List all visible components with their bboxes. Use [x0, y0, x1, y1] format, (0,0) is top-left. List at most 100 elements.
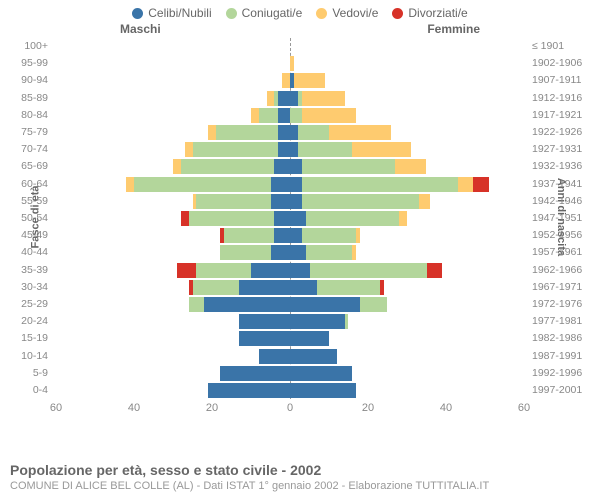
- male-bar: [282, 73, 290, 88]
- bar-segment: [298, 125, 329, 140]
- bar-segment: [259, 349, 290, 364]
- bar-segment: [134, 177, 271, 192]
- bar-segment: [427, 263, 443, 278]
- male-bar: [259, 349, 290, 364]
- bar-segment: [290, 280, 317, 295]
- bar-segment: [259, 108, 279, 123]
- bar-segment: [208, 125, 216, 140]
- bar-segment: [193, 280, 240, 295]
- bar-segment: [290, 159, 302, 174]
- age-label: 85-89: [8, 90, 48, 107]
- bar-segment: [267, 91, 275, 106]
- age-row: 0-41997-2001: [56, 382, 524, 399]
- chart-subtitle: COMUNE DI ALICE BEL COLLE (AL) - Dati IS…: [10, 480, 590, 492]
- pyramid-chart: Fasce di età Anni di nascita 100+≤ 19019…: [8, 38, 592, 423]
- female-bar: [290, 108, 356, 123]
- age-label: 45-49: [8, 227, 48, 244]
- age-label: 55-59: [8, 193, 48, 210]
- x-tick: 60: [518, 402, 530, 414]
- year-label: 1922-1926: [532, 124, 592, 141]
- bar-segment: [278, 125, 290, 140]
- bar-segment: [278, 108, 290, 123]
- bar-segment: [216, 125, 278, 140]
- bar-segment: [290, 142, 298, 157]
- bar-segment: [352, 245, 356, 260]
- bar-segment: [294, 73, 325, 88]
- male-bar: [193, 194, 290, 209]
- bar-segment: [298, 142, 353, 157]
- age-label: 20-24: [8, 313, 48, 330]
- male-bar: [173, 159, 290, 174]
- chart-title: Popolazione per età, sesso e stato civil…: [10, 462, 590, 478]
- female-header: Femmine: [427, 22, 480, 36]
- bar-segment: [329, 125, 391, 140]
- age-label: 30-34: [8, 279, 48, 296]
- bar-segment: [302, 228, 357, 243]
- male-bar: [208, 125, 290, 140]
- plot-area: 100+≤ 190195-991902-190690-941907-191185…: [56, 38, 524, 399]
- age-row: 50-541947-1951: [56, 210, 524, 227]
- age-row: 40-441957-1961: [56, 244, 524, 261]
- female-bar: [290, 177, 489, 192]
- bar-segment: [126, 177, 134, 192]
- bar-segment: [208, 383, 290, 398]
- bar-segment: [271, 245, 291, 260]
- bar-segment: [204, 297, 290, 312]
- legend-item: Vedovi/e: [316, 6, 378, 20]
- age-row: 45-491952-1956: [56, 227, 524, 244]
- bar-segment: [251, 263, 290, 278]
- legend: Celibi/NubiliConiugati/eVedovi/eDivorzia…: [0, 0, 600, 20]
- legend-item: Celibi/Nubili: [132, 6, 211, 20]
- year-label: 1992-1996: [532, 365, 592, 382]
- age-label: 5-9: [8, 365, 48, 382]
- age-label: 15-19: [8, 330, 48, 347]
- age-label: 75-79: [8, 124, 48, 141]
- age-row: 25-291972-1976: [56, 296, 524, 313]
- female-bar: [290, 211, 407, 226]
- female-bar: [290, 228, 360, 243]
- x-tick: 40: [128, 402, 140, 414]
- year-label: 1977-1981: [532, 313, 592, 330]
- age-row: 85-891912-1916: [56, 90, 524, 107]
- bar-segment: [458, 177, 474, 192]
- bar-segment: [181, 159, 275, 174]
- female-bar: [290, 91, 345, 106]
- bar-segment: [290, 125, 298, 140]
- bar-segment: [271, 177, 291, 192]
- age-label: 70-74: [8, 141, 48, 158]
- x-tick: 60: [50, 402, 62, 414]
- bar-segment: [356, 228, 360, 243]
- year-label: 1957-1961: [532, 244, 592, 261]
- bar-segment: [274, 228, 290, 243]
- bar-segment: [290, 314, 345, 329]
- year-label: 1912-1916: [532, 90, 592, 107]
- age-row: 55-591942-1946: [56, 193, 524, 210]
- female-bar: [290, 314, 348, 329]
- footer: Popolazione per età, sesso e stato civil…: [10, 462, 590, 492]
- bar-segment: [282, 73, 290, 88]
- female-bar: [290, 383, 356, 398]
- age-row: 90-941907-1911: [56, 72, 524, 89]
- male-bar: [239, 331, 290, 346]
- legend-swatch: [132, 8, 143, 19]
- bar-segment: [290, 383, 356, 398]
- bar-segment: [302, 159, 396, 174]
- bar-segment: [290, 349, 337, 364]
- female-bar: [290, 349, 337, 364]
- legend-swatch: [226, 8, 237, 19]
- legend-item: Coniugati/e: [226, 6, 303, 20]
- bar-segment: [251, 108, 259, 123]
- bar-segment: [181, 211, 189, 226]
- legend-label: Vedovi/e: [332, 6, 378, 20]
- age-label: 40-44: [8, 244, 48, 261]
- year-label: 1917-1921: [532, 107, 592, 124]
- age-label: 65-69: [8, 158, 48, 175]
- age-label: 90-94: [8, 72, 48, 89]
- bar-segment: [302, 177, 458, 192]
- age-row: 65-691932-1936: [56, 158, 524, 175]
- bar-segment: [290, 331, 329, 346]
- bar-segment: [239, 314, 290, 329]
- bar-segment: [173, 159, 181, 174]
- bar-segment: [193, 142, 279, 157]
- bar-segment: [290, 211, 306, 226]
